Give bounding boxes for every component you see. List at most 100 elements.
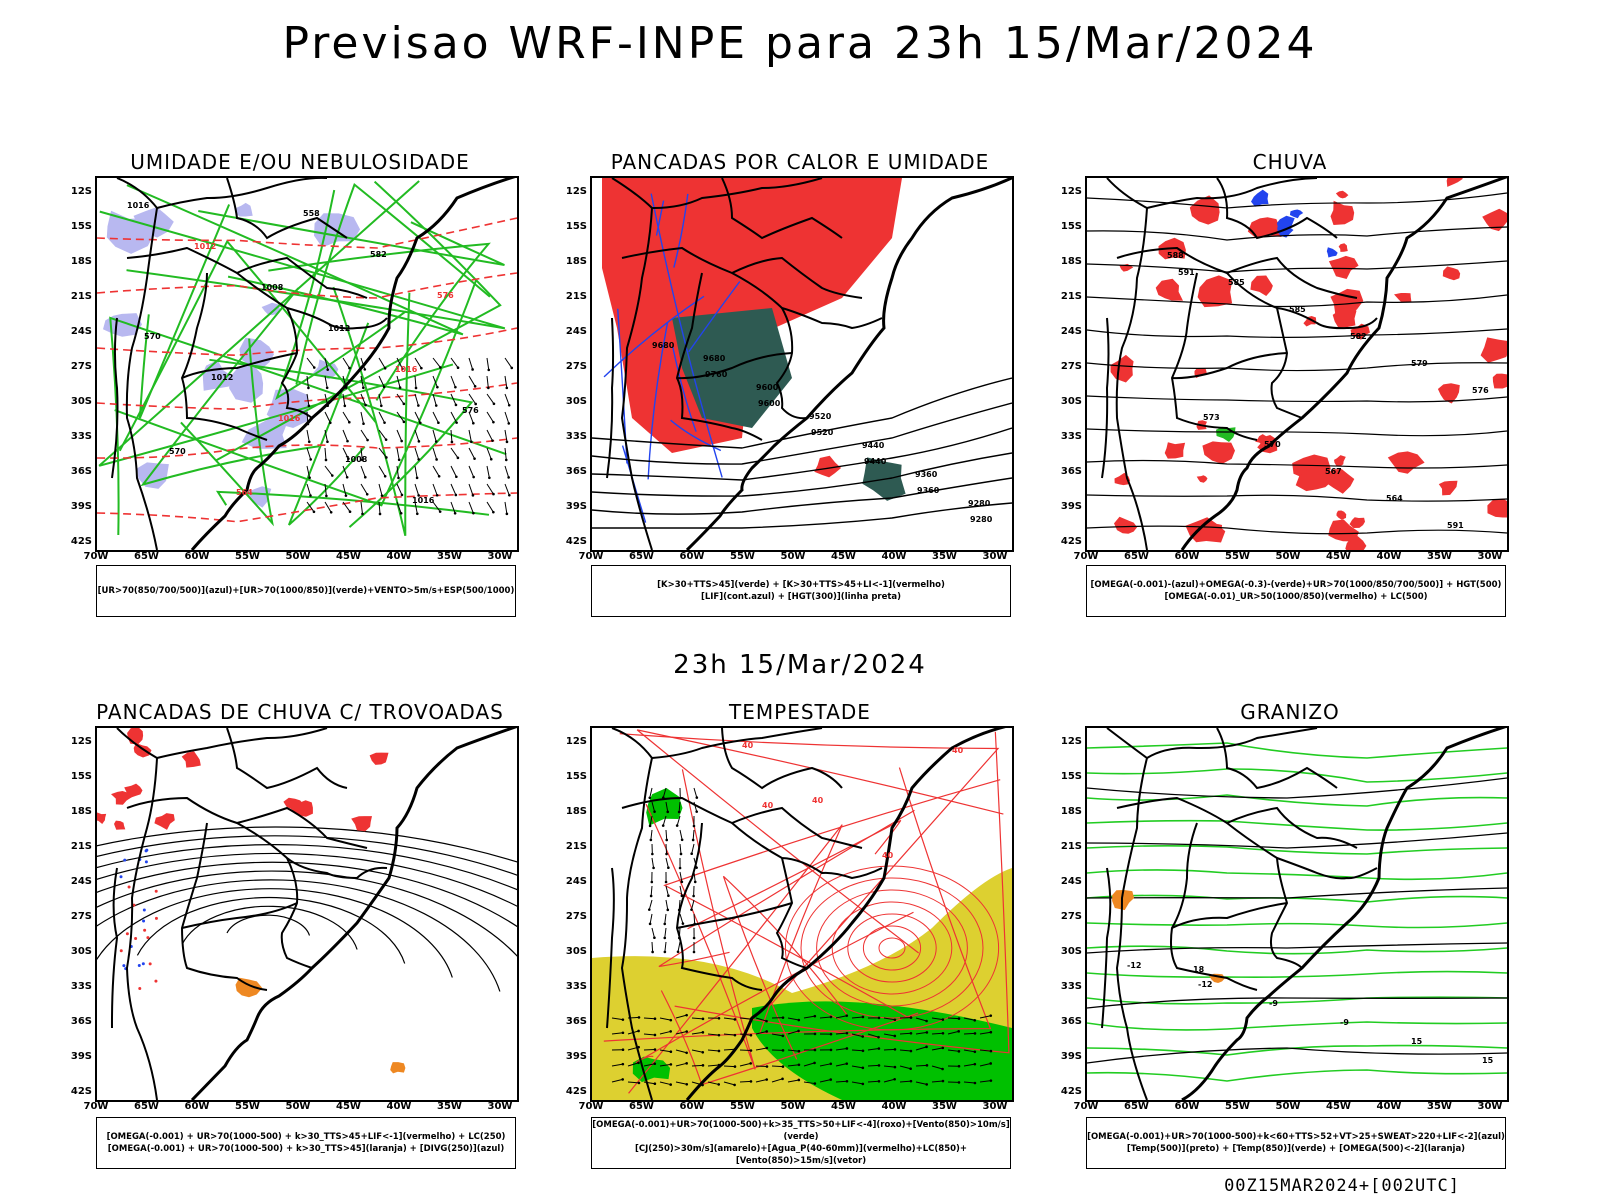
wind-vector — [861, 1066, 865, 1070]
border-line — [180, 822, 268, 991]
wind-vector — [675, 1014, 687, 1019]
height-line-black — [592, 502, 1012, 529]
wind-arrow — [504, 393, 510, 406]
wind-vector — [749, 1062, 752, 1065]
wind-vector — [899, 1049, 911, 1052]
border-line — [125, 207, 158, 550]
wind-arrow — [468, 465, 475, 478]
wind-vector — [835, 1063, 847, 1067]
wind-arrow — [309, 494, 312, 497]
wind-vector — [649, 913, 653, 924]
wind-vector — [678, 801, 681, 813]
wind-vector — [661, 824, 665, 827]
thunder-area-red — [127, 728, 144, 745]
wind-vector — [637, 1081, 641, 1085]
wind-arrow — [435, 493, 439, 497]
wind-vector — [647, 908, 651, 911]
wind-arrow — [471, 494, 475, 497]
vortex-contour — [816, 889, 968, 1007]
divergence-dot — [142, 919, 146, 923]
wind-vector — [733, 1083, 736, 1087]
wind-arrow — [437, 475, 441, 478]
wind-vector — [957, 1017, 961, 1020]
wind-vector — [973, 1062, 977, 1066]
wind-arrow — [419, 421, 422, 425]
wind-vector — [797, 1018, 801, 1022]
wind-vector — [723, 1065, 736, 1068]
wind-arrow — [398, 386, 402, 389]
wind-vector — [621, 1018, 625, 1021]
wind-vector — [989, 1079, 993, 1082]
wind-vector — [781, 1049, 785, 1052]
wind-vector — [680, 880, 684, 884]
main-title: Previsao WRF-INPE para 23h 15/Mar/2024 — [282, 18, 1318, 69]
wind-vector — [648, 796, 652, 800]
wind-vector — [845, 1062, 849, 1065]
wind-vector — [679, 913, 684, 924]
wind-vector — [755, 1079, 767, 1083]
wind-vector — [679, 829, 683, 840]
wind-arrow — [396, 447, 400, 460]
contour-label: 570 — [169, 447, 186, 456]
wind-arrow — [507, 422, 511, 425]
latitude-label: 21S — [1060, 291, 1082, 302]
wind-vector — [787, 1017, 799, 1021]
border-line — [1170, 822, 1258, 991]
latitude-label: 36S — [1060, 1016, 1082, 1027]
wind-vector — [963, 1032, 976, 1035]
wind-vector — [695, 796, 699, 799]
wind-arrow — [326, 440, 329, 444]
wind-vector — [979, 1062, 991, 1067]
wind-arrow — [468, 429, 472, 442]
rain-area-red — [1487, 498, 1507, 518]
wind-arrow — [378, 447, 387, 458]
wind-arrow — [306, 429, 310, 442]
wind-vector — [925, 1083, 929, 1086]
contour-label: 40 — [952, 746, 964, 755]
wind-arrow — [331, 474, 334, 477]
temperature-850-green — [1087, 1044, 1507, 1056]
contour-label: 1016 — [127, 201, 150, 210]
wind-vector — [989, 1030, 993, 1034]
wind-vector — [637, 1029, 640, 1033]
wind-arrow — [397, 476, 400, 480]
latitude-label: 12S — [70, 736, 92, 747]
longitude-label: 55W — [235, 551, 260, 562]
temperature-850-green — [1087, 819, 1507, 831]
wind-vector — [899, 1065, 911, 1070]
height-label: 582 — [1350, 332, 1367, 341]
wind-vector — [691, 1031, 703, 1035]
latitude-label: 24S — [1060, 326, 1082, 337]
wind-arrow — [396, 465, 400, 478]
wind-vector — [851, 1033, 863, 1038]
height-label: 564 — [1386, 494, 1403, 503]
divergence-dot — [127, 885, 131, 889]
wind-vector — [963, 1017, 975, 1021]
wind-vector — [665, 838, 669, 842]
wind-arrow — [383, 366, 387, 370]
wind-vector — [643, 1033, 656, 1036]
wind-vector — [957, 1030, 960, 1033]
height-label: 588 — [1167, 251, 1184, 260]
longitude-label: 55W — [235, 1101, 260, 1112]
wind-arrow — [417, 440, 421, 443]
wind-vector — [813, 1014, 817, 1018]
wind-vector — [677, 810, 681, 814]
streamline — [226, 914, 311, 936]
wind-arrow — [504, 465, 510, 478]
precipitable-water-contour — [663, 779, 1001, 1019]
wind-vector — [765, 1065, 769, 1068]
wind-arrow — [400, 439, 403, 443]
wind-vector — [813, 1032, 817, 1036]
vortex-contour — [800, 877, 984, 1019]
longitude-label: 35W — [1427, 551, 1452, 562]
humidity-contour-green — [275, 189, 407, 401]
wind-vector — [867, 1033, 879, 1038]
rain-area-red — [1446, 178, 1463, 187]
latitude-label: 27S — [565, 911, 587, 922]
wind-vector — [755, 1030, 767, 1035]
divergence-dot — [125, 932, 129, 936]
wind-arrow — [307, 386, 310, 390]
humidity-area-blue — [235, 202, 253, 217]
wind-vector — [979, 1031, 991, 1035]
